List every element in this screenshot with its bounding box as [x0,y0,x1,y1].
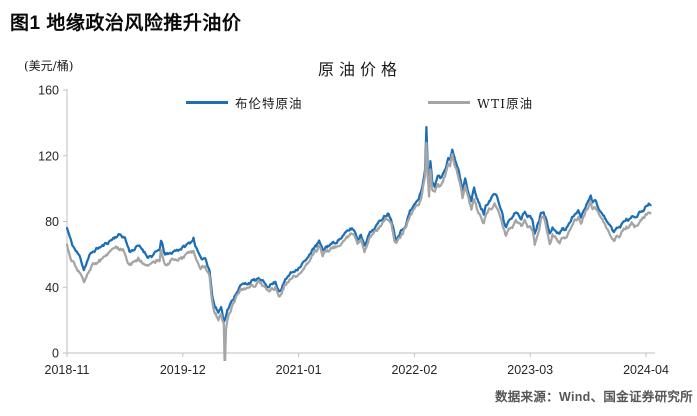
legend-label-wti: WTI原油 [477,95,534,111]
chart-title: 原油价格 [317,60,402,79]
x-tick-label: 2023-03 [507,363,553,377]
x-tick-label: 2018-11 [45,363,90,377]
y-axis-unit-label: (美元/桶) [24,59,74,73]
legend-label-brent: 布伦特原油 [235,95,303,111]
page-title: 图1 地缘政治风险推升油价 [10,13,242,34]
y-tick-label: 40 [45,281,59,295]
y-tick-label: 0 [52,347,59,361]
x-tick-label: 2019-12 [160,363,206,377]
brent-price-line [66,125,652,323]
legend-item-wti: WTI原油 [428,94,534,111]
y-tick-label: 120 [38,149,59,163]
wti-price-line [66,141,652,361]
legend-item-brent: 布伦特原油 [186,94,303,111]
wti-line-swatch-icon [428,100,470,104]
x-tick-label: 2024-04 [623,363,669,377]
x-tick-label: 2022-02 [391,363,437,377]
brent-line-swatch-icon [186,100,228,104]
y-tick-label: 80 [45,215,59,229]
y-tick-label: 160 [38,84,59,98]
data-source-note: 数据来源：Wind、国金证券研究所 [494,390,693,404]
x-tick-label: 2021-01 [276,363,322,377]
legend: 布伦特原油 WTI原油 [0,94,697,111]
